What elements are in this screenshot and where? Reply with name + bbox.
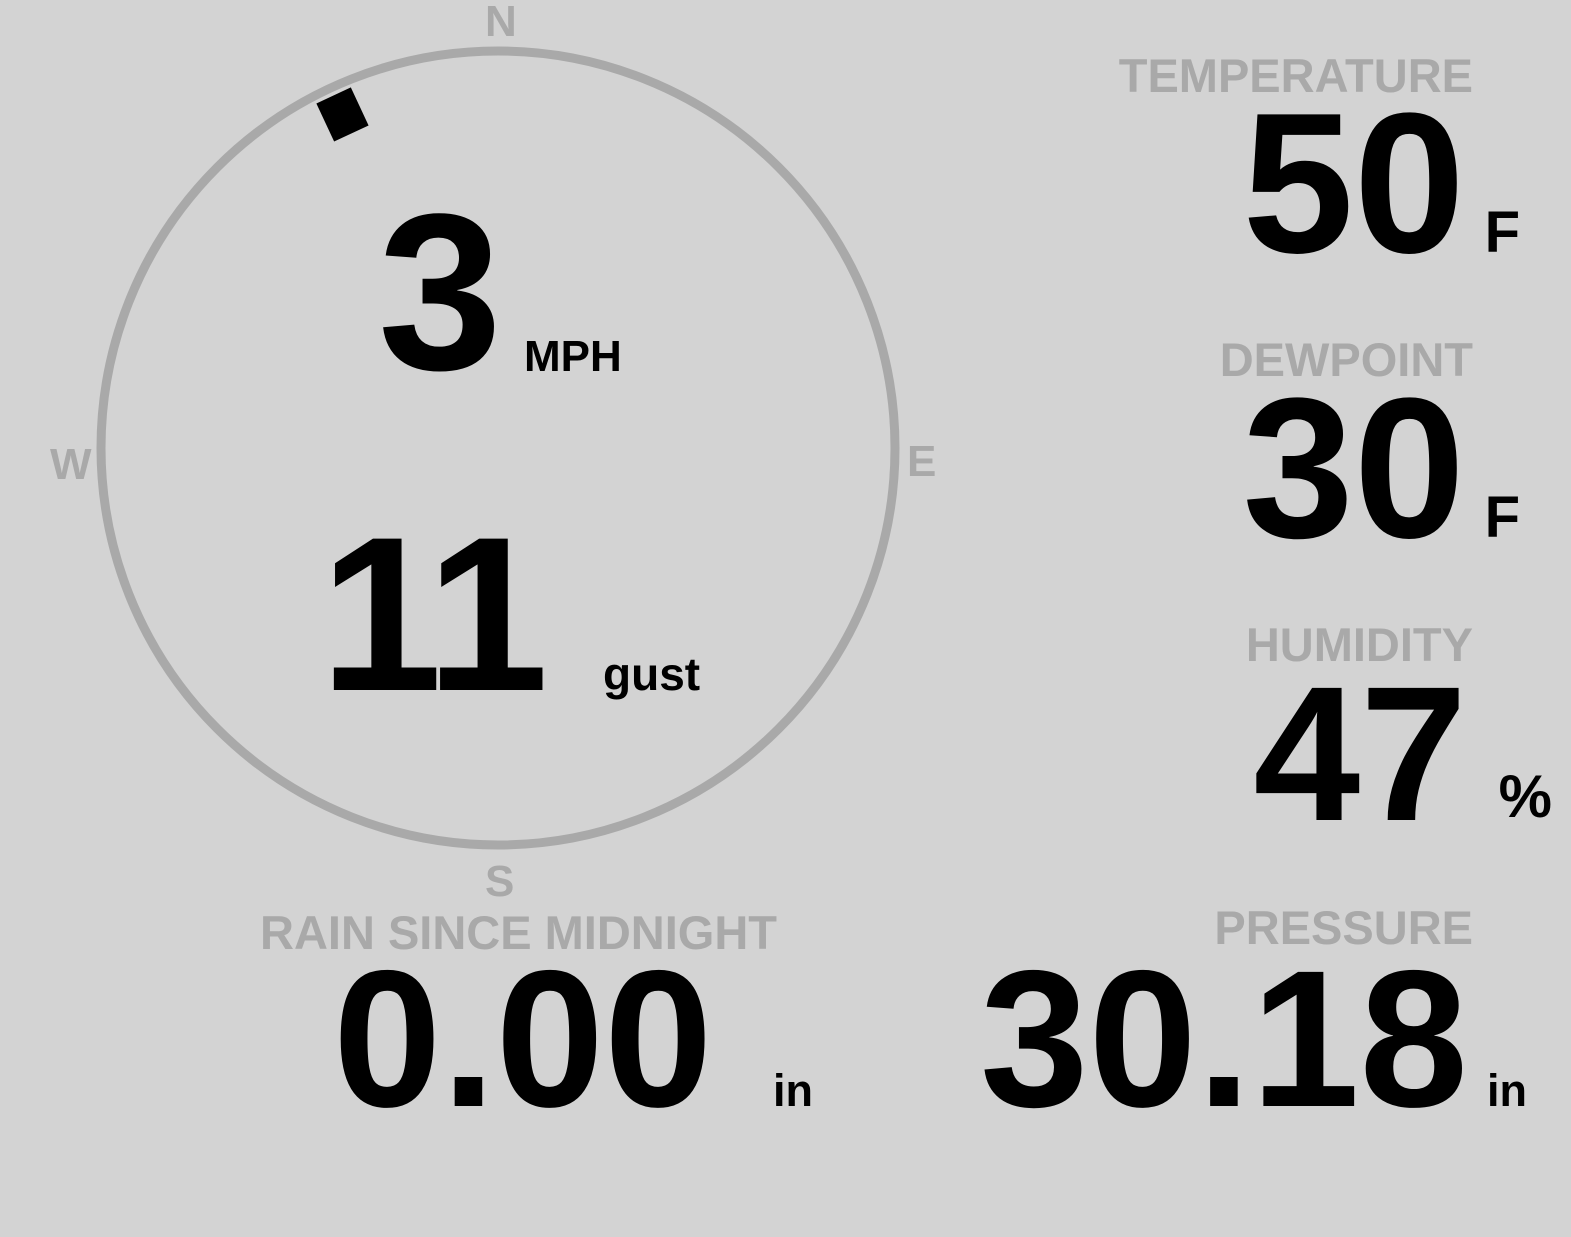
temperature-unit: F bbox=[1484, 200, 1520, 265]
dewpoint-label: DEWPOINT bbox=[1219, 333, 1473, 386]
wind-direction-marker bbox=[316, 87, 369, 142]
pressure-label: PRESSURE bbox=[1214, 901, 1473, 954]
temperature-label: TEMPERATURE bbox=[1118, 49, 1473, 102]
rain-value: 0.00 bbox=[333, 930, 713, 1148]
rain-unit: in bbox=[773, 1065, 813, 1116]
temperature-value: 50 bbox=[1242, 72, 1465, 295]
dewpoint-unit: F bbox=[1484, 485, 1520, 550]
wind-speed-unit: MPH bbox=[524, 332, 622, 381]
compass-east: E bbox=[907, 437, 937, 486]
compass-west: W bbox=[50, 440, 92, 489]
wind-gust-label: gust bbox=[603, 648, 701, 700]
pressure-unit: in bbox=[1487, 1065, 1527, 1116]
compass-south: S bbox=[485, 857, 515, 906]
wind-speed-value: 3 bbox=[378, 168, 503, 417]
humidity-label: HUMIDITY bbox=[1245, 618, 1473, 671]
compass-ring bbox=[96, 46, 900, 850]
dewpoint-value: 30 bbox=[1242, 357, 1465, 580]
humidity-unit: % bbox=[1498, 763, 1552, 830]
rain-label: RAIN SINCE MIDNIGHT bbox=[260, 906, 777, 959]
wind-gust-value: 11 bbox=[320, 491, 549, 737]
humidity-value: 47 bbox=[1253, 646, 1467, 861]
compass-north: N bbox=[485, 0, 517, 46]
pressure-value: 30.18 bbox=[980, 930, 1468, 1148]
